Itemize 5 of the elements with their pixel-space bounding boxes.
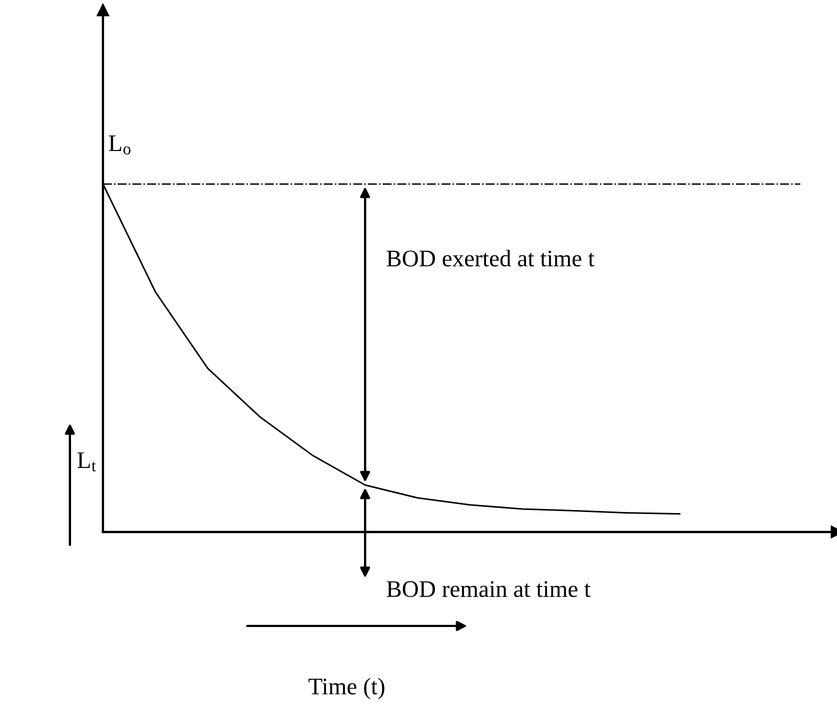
ref-line-label: L$_{o}$: [108, 136, 130, 154]
annotation: BOD exerted at time t: [386, 250, 594, 266]
text: Time (t): [308, 678, 384, 700]
y-axis-title: L$_{t}$: [78, 452, 96, 472]
text: BOD remain at time t: [386, 581, 591, 598]
